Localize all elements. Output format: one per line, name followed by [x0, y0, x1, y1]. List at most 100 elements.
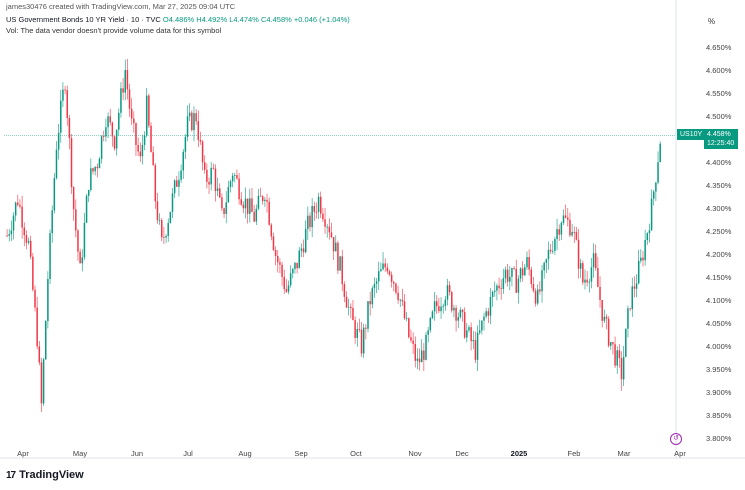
candle-body	[646, 233, 649, 241]
candle-body	[375, 281, 378, 284]
candle-body	[261, 196, 264, 201]
scale-unit-label[interactable]: %	[708, 17, 716, 26]
candle-body	[51, 210, 53, 234]
candle-body	[455, 307, 457, 321]
candle-body	[274, 250, 277, 257]
candle-body	[560, 222, 563, 235]
candle-body	[180, 170, 182, 180]
candle-body	[330, 232, 333, 238]
candle-body	[163, 237, 165, 239]
candle-body	[246, 198, 249, 214]
candle-body	[135, 123, 137, 145]
change-value: +0.046 (+1.04%)	[293, 15, 350, 24]
x-tick-label: Oct	[350, 449, 363, 458]
candle-body	[296, 262, 298, 269]
candle-body	[528, 257, 530, 270]
candle-body	[236, 175, 238, 179]
candle-body	[369, 301, 371, 305]
candle-body	[367, 301, 369, 329]
candle-body	[362, 327, 365, 354]
candle-body	[435, 301, 438, 307]
candle-body	[165, 235, 167, 238]
candle-body	[332, 237, 335, 252]
y-tick-label: 4.400%	[706, 158, 732, 167]
candle-body	[584, 279, 586, 283]
y-tick-label: 4.050%	[706, 319, 732, 328]
candle-body	[169, 211, 172, 223]
candle-body	[208, 181, 210, 185]
candle-body	[429, 317, 432, 331]
candle-body	[579, 263, 582, 269]
candle-body	[212, 167, 215, 169]
candle-body	[541, 270, 543, 292]
candle-body	[487, 311, 490, 316]
candle-body	[390, 274, 393, 282]
candle-body	[234, 175, 236, 176]
candle-body	[111, 122, 114, 137]
tradingview-brand: 17 TradingView	[6, 469, 84, 481]
candle-body	[72, 187, 75, 210]
candle-body	[652, 191, 655, 199]
candle-body	[552, 250, 554, 252]
candle-body	[607, 318, 610, 346]
x-tick-label: Apr	[674, 449, 686, 458]
symbol-label[interactable]: US Government Bonds 10 YR Yield · 10 · T…	[6, 15, 161, 24]
candle-body	[612, 342, 614, 345]
candle-body	[225, 202, 227, 214]
candle-body	[44, 321, 47, 360]
candle-body	[506, 269, 509, 282]
candle-body	[601, 300, 603, 321]
candle-body	[481, 320, 483, 331]
candle-body	[536, 289, 539, 304]
candle-body	[498, 285, 500, 289]
candle-body	[380, 269, 382, 272]
candle-body	[139, 151, 142, 157]
candle-body	[257, 195, 260, 209]
candle-body	[210, 167, 212, 185]
reset-chart-icon[interactable]: ↺	[670, 433, 682, 445]
candle-body	[148, 95, 150, 126]
candle-body	[167, 222, 169, 236]
y-tick-label: 4.150%	[706, 273, 732, 282]
candle-body	[350, 306, 352, 309]
candle-body	[81, 257, 84, 264]
candle-body	[433, 301, 436, 312]
y-tick-label: 4.000%	[706, 342, 732, 351]
candle-body	[410, 337, 412, 341]
candle-body	[309, 215, 311, 228]
candle-body	[633, 286, 636, 289]
candle-body	[53, 178, 56, 211]
candle-body	[526, 257, 528, 268]
candle-body	[556, 229, 558, 240]
candle-body	[143, 135, 146, 145]
candle-body	[420, 350, 423, 363]
candle-body	[474, 339, 477, 360]
candle-body	[395, 283, 397, 293]
candle-body	[567, 217, 569, 220]
candle-body	[650, 198, 653, 231]
candle-body	[68, 117, 71, 139]
candle-body	[47, 279, 49, 322]
created-by-caption: james30476 created with TradingView.com,…	[6, 2, 236, 11]
candle-body	[42, 359, 45, 404]
candle-body	[87, 190, 90, 196]
low-value: L4.474%	[229, 15, 259, 24]
candle-body	[206, 169, 208, 182]
candle-body	[459, 309, 462, 318]
candle-body	[427, 330, 429, 335]
candle-body	[631, 286, 634, 310]
x-tick-label: Aug	[238, 449, 251, 458]
candle-body	[397, 292, 399, 301]
candle-body	[500, 288, 502, 290]
y-tick-label: 3.800%	[706, 434, 732, 443]
candle-body	[393, 281, 395, 284]
candle-body	[289, 273, 292, 286]
candle-body	[549, 249, 552, 252]
candle-body	[317, 196, 320, 212]
candle-body	[133, 118, 135, 124]
candle-body	[322, 213, 324, 220]
candle-body	[573, 231, 576, 233]
candle-body	[582, 263, 584, 283]
candle-body	[418, 358, 421, 363]
